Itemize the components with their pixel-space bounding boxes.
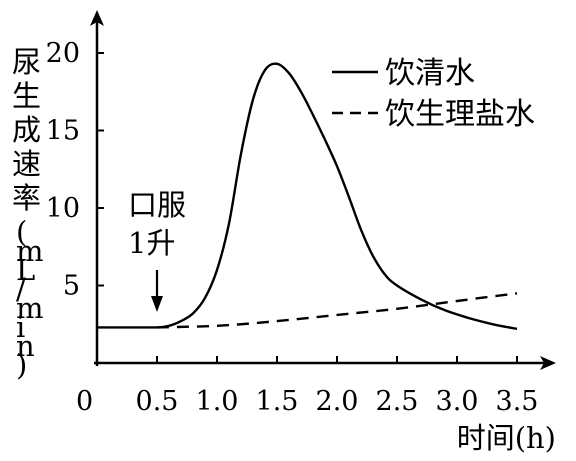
x-ticks: 0 0.5 1.0 1.5 2.0 2.5 3.0 3.5	[76, 356, 538, 417]
axes	[90, 10, 556, 370]
y-ticks: 5 10 15 20	[46, 38, 104, 302]
y-tick-label: 15	[46, 116, 80, 147]
y-axis-label: 尿生成速率(m L / m i n)	[12, 45, 44, 382]
x-tick-label: 2.5	[376, 386, 419, 417]
x-tick-label: 1.0	[196, 386, 239, 417]
y-tick-label: 10	[46, 193, 80, 224]
annotation-line1: 口服	[128, 188, 186, 222]
series-line-1	[156, 292, 518, 329]
x-axis-label: 时间(h)	[457, 421, 556, 455]
x-tick-label: 1.5	[256, 386, 299, 417]
series-line-0	[96, 62, 518, 331]
x-tick-label: 3.5	[496, 386, 539, 417]
legend-label-0: 饮清水	[385, 56, 475, 91]
y-tick-label: 20	[46, 38, 80, 69]
annotation-arrow-head	[151, 296, 163, 312]
tick-label: 0	[76, 386, 93, 417]
annotation-arrow	[151, 270, 163, 312]
y-axis-arrow	[90, 10, 104, 26]
annotation: 口服 1升	[128, 188, 186, 312]
legend: 饮清水 饮生理盐水	[332, 56, 535, 132]
x-axis-arrow	[540, 356, 556, 370]
y-tick-label: 5	[63, 271, 80, 302]
x-tick-label: 0.5	[136, 386, 179, 417]
x-tick-label: 3.0	[436, 386, 479, 417]
series-group	[96, 62, 518, 331]
x-tick-label: 2.0	[316, 386, 359, 417]
legend-label-1: 饮生理盐水	[385, 97, 535, 132]
annotation-line2: 1升	[128, 226, 175, 260]
